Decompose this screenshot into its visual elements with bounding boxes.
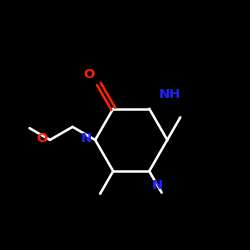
Text: N: N [81,132,92,145]
Text: O: O [83,68,94,81]
Text: O: O [36,132,48,145]
Text: NH: NH [159,88,181,101]
Text: N: N [152,178,163,192]
